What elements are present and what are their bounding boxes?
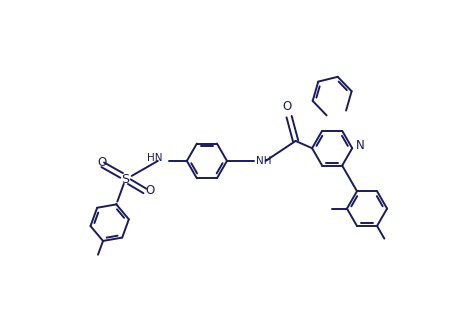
Text: S: S (121, 173, 129, 186)
Text: N: N (356, 139, 365, 152)
Text: O: O (98, 156, 107, 169)
Text: O: O (146, 184, 155, 197)
Text: O: O (282, 100, 291, 113)
Text: NH: NH (256, 156, 271, 166)
Text: HN: HN (147, 152, 163, 163)
